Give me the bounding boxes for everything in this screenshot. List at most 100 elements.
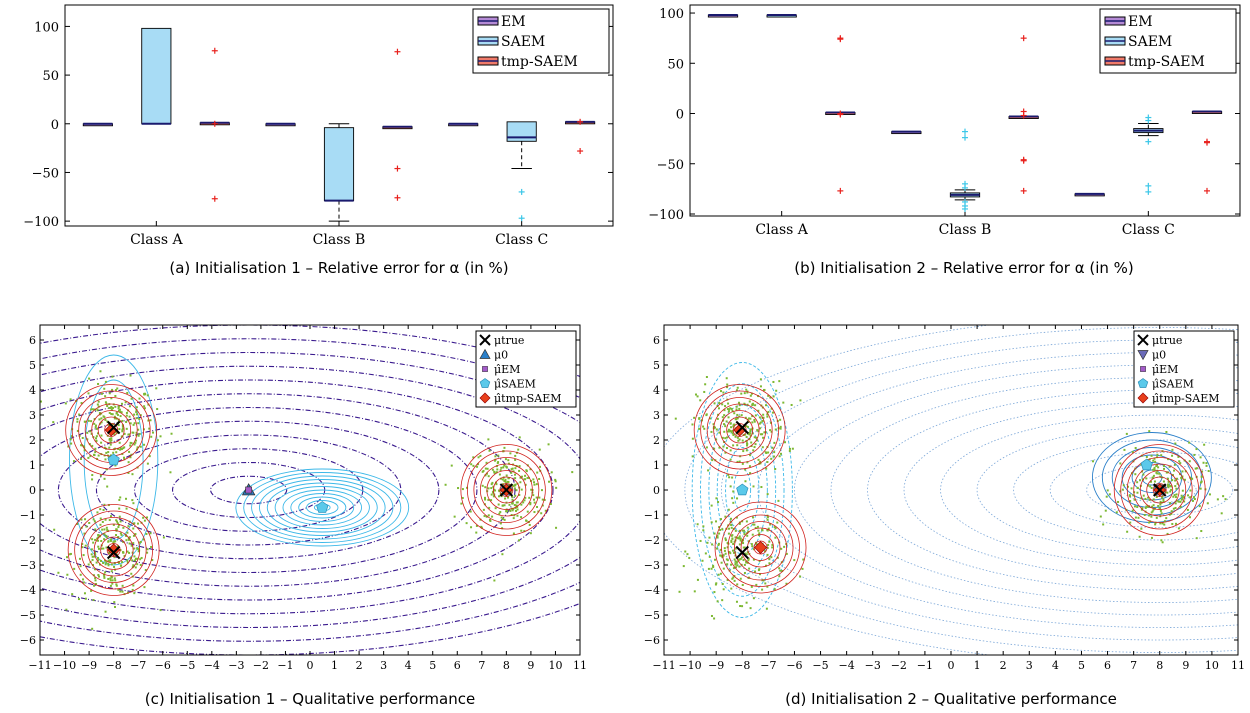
data-point	[132, 423, 135, 426]
data-point	[716, 600, 719, 603]
data-point	[746, 444, 749, 447]
data-point	[720, 561, 723, 564]
data-point	[129, 374, 132, 377]
legend-frame	[1133, 330, 1235, 408]
data-point	[83, 449, 86, 452]
legend-label-tmp-SAEM: tmp-SAEM	[501, 54, 578, 70]
panel-caption: (b) Initialisation 2 – Relative error fo…	[794, 259, 1134, 277]
data-point	[705, 413, 708, 416]
data-point	[754, 443, 757, 446]
data-point	[1222, 495, 1225, 498]
data-point	[494, 489, 497, 492]
em-contour	[940, 414, 1238, 566]
data-point	[143, 519, 146, 522]
data-point	[705, 376, 708, 379]
data-point	[1174, 496, 1177, 499]
data-point	[96, 409, 99, 412]
data-point	[733, 579, 736, 582]
data-point	[1171, 454, 1174, 457]
data-point	[133, 555, 136, 558]
data-point	[774, 527, 777, 530]
data-point	[135, 439, 138, 442]
data-point	[475, 524, 478, 527]
x-tick-label: 7	[478, 659, 485, 672]
data-point	[706, 541, 709, 544]
data-point	[95, 427, 98, 430]
data-point	[766, 516, 769, 519]
data-point	[139, 414, 142, 417]
data-point	[739, 605, 742, 608]
data-point	[1199, 456, 1202, 459]
data-point	[103, 503, 106, 506]
data-point	[1152, 459, 1155, 462]
tmp-contour	[97, 416, 125, 444]
data-point	[555, 526, 558, 529]
data-point	[111, 413, 114, 416]
data-point	[514, 483, 517, 486]
data-point	[121, 561, 124, 564]
data-point	[758, 560, 761, 563]
data-point	[503, 446, 506, 449]
legend-label: μ̂tmp-SAEM	[494, 392, 562, 405]
data-point	[65, 556, 68, 559]
category-label: Class C	[1122, 222, 1175, 238]
data-point	[97, 575, 100, 578]
data-point	[769, 429, 772, 432]
box-tmp-SAEM-Class-A	[825, 35, 856, 194]
marker-diamond	[1137, 392, 1149, 404]
data-point	[126, 561, 129, 564]
data-point	[1165, 430, 1168, 433]
data-point	[765, 607, 768, 610]
legend-label-tmp-SAEM: tmp-SAEM	[1128, 54, 1205, 70]
data-point	[123, 432, 126, 435]
data-point	[736, 386, 739, 389]
data-point	[510, 514, 513, 517]
data-point	[129, 556, 132, 559]
data-point	[746, 425, 749, 428]
data-point	[736, 497, 739, 500]
data-point	[1224, 498, 1227, 501]
data-point	[100, 547, 103, 550]
data-point	[518, 436, 521, 439]
data-point	[714, 583, 717, 586]
data-point	[538, 465, 541, 468]
data-point	[136, 563, 139, 566]
data-point	[728, 527, 731, 530]
data-point	[94, 451, 97, 454]
data-point	[752, 485, 755, 488]
data-point	[1152, 474, 1155, 477]
data-point	[1172, 495, 1175, 498]
data-point	[727, 410, 730, 413]
data-point	[129, 444, 132, 447]
data-point	[116, 387, 119, 390]
data-point	[1169, 490, 1172, 493]
data-point	[115, 411, 118, 414]
data-point	[740, 563, 743, 566]
data-point	[90, 589, 93, 592]
data-point	[1147, 505, 1150, 508]
tmp-contour	[1126, 457, 1193, 523]
data-point	[1179, 505, 1182, 508]
data-point	[483, 496, 486, 499]
data-point	[729, 517, 732, 520]
data-point	[126, 591, 129, 594]
data-point	[744, 468, 747, 471]
data-point	[524, 478, 527, 481]
data-point	[126, 391, 129, 394]
data-point	[533, 498, 536, 501]
marker-x-b	[479, 334, 491, 346]
data-point	[748, 417, 751, 420]
data-point	[766, 529, 769, 532]
data-point	[767, 451, 770, 454]
data-point	[736, 460, 739, 463]
data-point	[752, 548, 755, 551]
data-point	[752, 449, 755, 452]
data-point	[90, 432, 93, 435]
saem-contour	[725, 447, 760, 533]
data-point	[773, 526, 776, 529]
data-point	[1150, 486, 1153, 489]
data-point	[92, 436, 95, 439]
data-point	[736, 537, 739, 540]
legend-label: μ̂EM	[1152, 363, 1178, 376]
data-point	[736, 417, 739, 420]
